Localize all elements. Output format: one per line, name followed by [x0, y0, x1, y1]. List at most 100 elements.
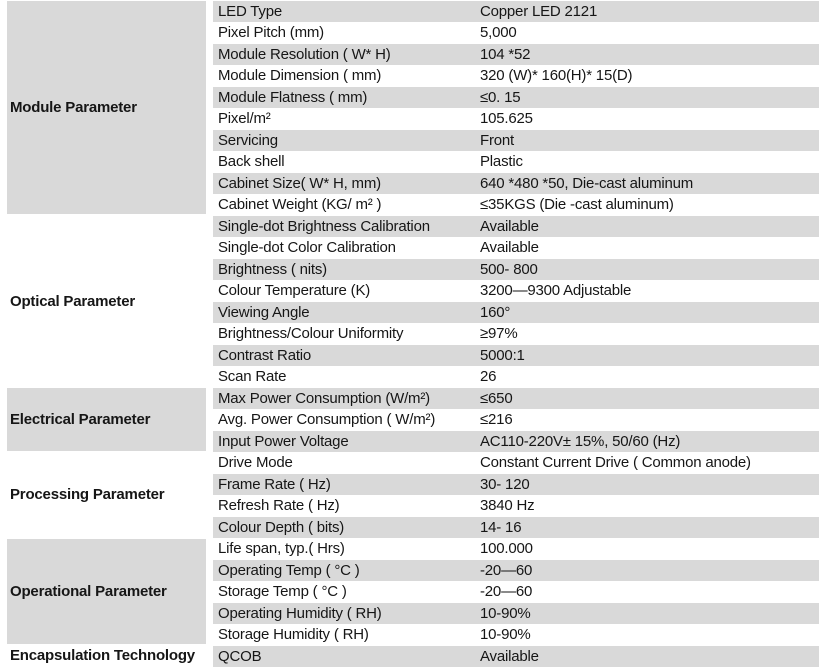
- spec-row-storage-temp: Storage Temp ( °C ) -20—60: [213, 582, 819, 603]
- param-value: 26: [480, 368, 497, 386]
- spec-row-drive-mode: Drive Mode Constant Current Drive ( Comm…: [213, 453, 819, 474]
- spec-row-pixel-density: Pixel/m² 105.625: [213, 109, 819, 130]
- param-value: Available: [480, 239, 539, 257]
- param-name: Drive Mode: [218, 454, 293, 472]
- param-name: Brightness/Colour Uniformity: [218, 325, 404, 343]
- spec-row-life-span: Life span, typ.( Hrs) 100.000: [213, 539, 819, 560]
- param-value: 160°: [480, 303, 511, 321]
- category-label: Encapsulation Technology: [10, 647, 195, 665]
- param-name: Avg. Power Consumption ( W/m²): [218, 411, 436, 429]
- spec-row-pixel-pitch: Pixel Pitch (mm) 5,000: [213, 23, 819, 44]
- spec-row-back-shell: Back shell Plastic: [213, 152, 819, 173]
- param-name: Single-dot Color Calibration: [218, 239, 396, 257]
- param-value: AC110-220V± 15%, 50/60 (Hz): [480, 432, 681, 450]
- section-rows: LED Type Copper LED 2121 Pixel Pitch (mm…: [213, 1, 819, 216]
- spec-row-operating-humidity: Operating Humidity ( RH) 10-90%: [213, 603, 819, 625]
- param-value: ≥97%: [480, 325, 518, 343]
- section-rows: Single-dot Brightness Calibration Availa…: [213, 216, 819, 388]
- spec-row-colour-depth: Colour Depth ( bits) 14- 16: [213, 517, 819, 539]
- param-name: Scan Rate: [218, 368, 287, 386]
- param-value: Plastic: [480, 153, 523, 171]
- section-electrical-parameter: Electrical Parameter Max Power Consumpti…: [0, 388, 819, 453]
- param-name: Input Power Voltage: [218, 432, 349, 450]
- category-cell-encapsulation-technology: Encapsulation Technology: [7, 646, 206, 668]
- spec-row-colour-temperature: Colour Temperature (K) 3200—9300 Adjusta…: [213, 281, 819, 302]
- category-label: Operational Parameter: [10, 582, 167, 600]
- param-name: Brightness ( nits): [218, 260, 327, 278]
- param-name: Back shell: [218, 153, 285, 171]
- spec-row-viewing-angle: Viewing Angle 160°: [213, 302, 819, 324]
- spec-row-storage-humidity: Storage Humidity ( RH) 10-90%: [213, 625, 819, 646]
- param-name: Life span, typ.( Hrs): [218, 540, 345, 558]
- param-value: 14- 16: [480, 518, 522, 536]
- param-name: Contrast Ratio: [218, 346, 312, 364]
- spec-row-brightness-calibration: Single-dot Brightness Calibration Availa…: [213, 216, 819, 238]
- spec-row-refresh-rate: Refresh Rate ( Hz) 3840 Hz: [213, 496, 819, 517]
- section-rows: Drive Mode Constant Current Drive ( Comm…: [213, 453, 819, 539]
- spec-row-color-calibration: Single-dot Color Calibration Available: [213, 238, 819, 259]
- param-value: Available: [480, 647, 539, 665]
- param-name: QCOB: [218, 647, 262, 665]
- param-name: Operating Humidity ( RH): [218, 604, 382, 622]
- param-value: 30- 120: [480, 475, 530, 493]
- param-value: ≤0. 15: [480, 88, 521, 106]
- param-value: ≤35KGS (Die -cast aluminum): [480, 196, 674, 214]
- param-value: 100.000: [480, 540, 533, 558]
- param-value: 10-90%: [480, 626, 531, 644]
- param-name: Refresh Rate ( Hz): [218, 497, 340, 515]
- param-name: Module Dimension ( mm): [218, 67, 382, 85]
- spec-row-module-flatness: Module Flatness ( mm) ≤0. 15: [213, 87, 819, 109]
- spec-row-servicing: Servicing Front: [213, 130, 819, 152]
- param-name: Pixel/m²: [218, 110, 271, 128]
- spec-row-uniformity: Brightness/Colour Uniformity ≥97%: [213, 324, 819, 345]
- spec-row-contrast-ratio: Contrast Ratio 5000:1: [213, 345, 819, 367]
- param-value: 104 *52: [480, 45, 531, 63]
- category-label: Module Parameter: [10, 99, 137, 116]
- param-value: Constant Current Drive ( Common anode): [480, 454, 751, 472]
- param-value: -20—60: [480, 561, 533, 579]
- param-value: 640 *480 *50, Die-cast aluminum: [480, 174, 694, 192]
- param-name: Cabinet Weight (KG/ m² ): [218, 196, 382, 214]
- spec-row-cabinet-weight: Cabinet Weight (KG/ m² ) ≤35KGS (Die -ca…: [213, 195, 819, 216]
- section-operational-parameter: Operational Parameter Life span, typ.( H…: [0, 538, 819, 646]
- param-value: ≤650: [480, 389, 513, 407]
- param-name: Colour Temperature (K): [218, 282, 371, 300]
- param-value: 105.625: [480, 110, 533, 128]
- category-cell-optical-parameter: Optical Parameter: [7, 216, 206, 388]
- param-name: Servicing: [218, 131, 278, 149]
- category-label: Electrical Parameter: [10, 410, 151, 428]
- param-value: 500- 800: [480, 260, 538, 278]
- category-label: Optical Parameter: [10, 292, 135, 310]
- param-value: 5,000: [480, 24, 517, 42]
- param-name: LED Type: [218, 2, 282, 20]
- param-name: Cabinet Size( W* H, mm): [218, 174, 381, 192]
- section-processing-parameter: Processing Parameter Drive Mode Constant…: [0, 453, 819, 539]
- param-value: Available: [480, 217, 539, 235]
- param-name: Frame Rate ( Hz): [218, 475, 331, 493]
- spec-row-cabinet-size: Cabinet Size( W* H, mm) 640 *480 *50, Di…: [213, 173, 819, 195]
- spec-row-brightness: Brightness ( nits) 500- 800: [213, 259, 819, 281]
- category-cell-processing-parameter: Processing Parameter: [7, 453, 206, 539]
- spec-row-scan-rate: Scan Rate 26: [213, 367, 819, 388]
- section-rows: Life span, typ.( Hrs) 100.000 Operating …: [213, 539, 819, 646]
- param-name: Module Flatness ( mm): [218, 88, 368, 106]
- param-value: 10-90%: [480, 604, 531, 622]
- section-module-parameter: Module Parameter LED Type Copper LED 212…: [0, 1, 819, 216]
- spec-row-input-power-voltage: Input Power Voltage AC110-220V± 15%, 50/…: [213, 431, 819, 453]
- section-rows: Max Power Consumption (W/m²) ≤650 Avg. P…: [213, 388, 819, 453]
- spec-row-max-power: Max Power Consumption (W/m²) ≤650: [213, 388, 819, 410]
- param-value: 3200—9300 Adjustable: [480, 282, 632, 300]
- spec-row-frame-rate: Frame Rate ( Hz) 30- 120: [213, 474, 819, 496]
- section-encapsulation-technology: Encapsulation Technology QCOB Available: [0, 646, 819, 668]
- param-value: Copper LED 2121: [480, 2, 598, 20]
- param-name: Viewing Angle: [218, 303, 310, 321]
- category-label: Processing Parameter: [10, 486, 165, 503]
- param-name: Module Resolution ( W* H): [218, 45, 391, 63]
- param-name: Storage Humidity ( RH): [218, 626, 369, 644]
- param-value: ≤216: [480, 411, 513, 429]
- param-value: 320 (W)* 160(H)* 15(D): [480, 67, 633, 85]
- category-cell-electrical-parameter: Electrical Parameter: [7, 388, 206, 453]
- spec-row-operating-temp: Operating Temp ( °C ) -20—60: [213, 560, 819, 582]
- param-value: Front: [480, 131, 515, 149]
